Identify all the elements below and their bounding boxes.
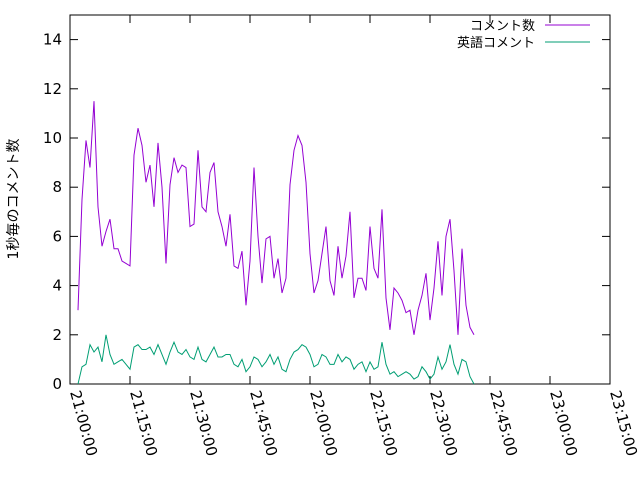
y-axis-label: 1秒毎のコメント数 (6, 139, 22, 260)
y-tick-label: 4 (52, 277, 62, 295)
series-line-1 (77, 101, 475, 336)
x-tick-label: 23:15:00 (606, 388, 640, 458)
x-tick-label: 21:30:00 (186, 388, 221, 458)
y-tick-label: 14 (43, 31, 62, 49)
y-tick-label: 8 (52, 178, 62, 196)
x-tick-label: 22:30:00 (426, 388, 461, 458)
y-tick-label: 0 (52, 375, 62, 393)
y-tick-label: 2 (52, 326, 62, 344)
x-tick-label: 23:00:00 (546, 388, 581, 458)
y-tick-label: 10 (43, 129, 62, 147)
plot-frame (69, 14, 611, 385)
x-tick-label: 21:00:00 (66, 388, 101, 458)
legend-label-2: 英語コメント (457, 35, 535, 51)
series-line-2 (77, 334, 475, 385)
x-tick-label: 22:15:00 (366, 388, 401, 458)
y-axis-ticks: 0 2 4 6 8 10 12 14 (43, 31, 610, 393)
x-tick-label: 21:15:00 (126, 388, 161, 458)
x-tick-label: 22:00:00 (306, 388, 341, 458)
legend-label-1: コメント数 (470, 19, 535, 34)
y-tick-label: 6 (52, 227, 62, 245)
x-tick-label: 21:45:00 (246, 388, 281, 458)
series-lines (77, 101, 475, 385)
x-axis-ticks: 21:00:00 21:15:00 21:30:00 21:45:00 22:00:00… (66, 15, 640, 458)
x-tick-label: 22:45:00 (486, 388, 521, 458)
y-tick-label: 12 (43, 80, 62, 98)
